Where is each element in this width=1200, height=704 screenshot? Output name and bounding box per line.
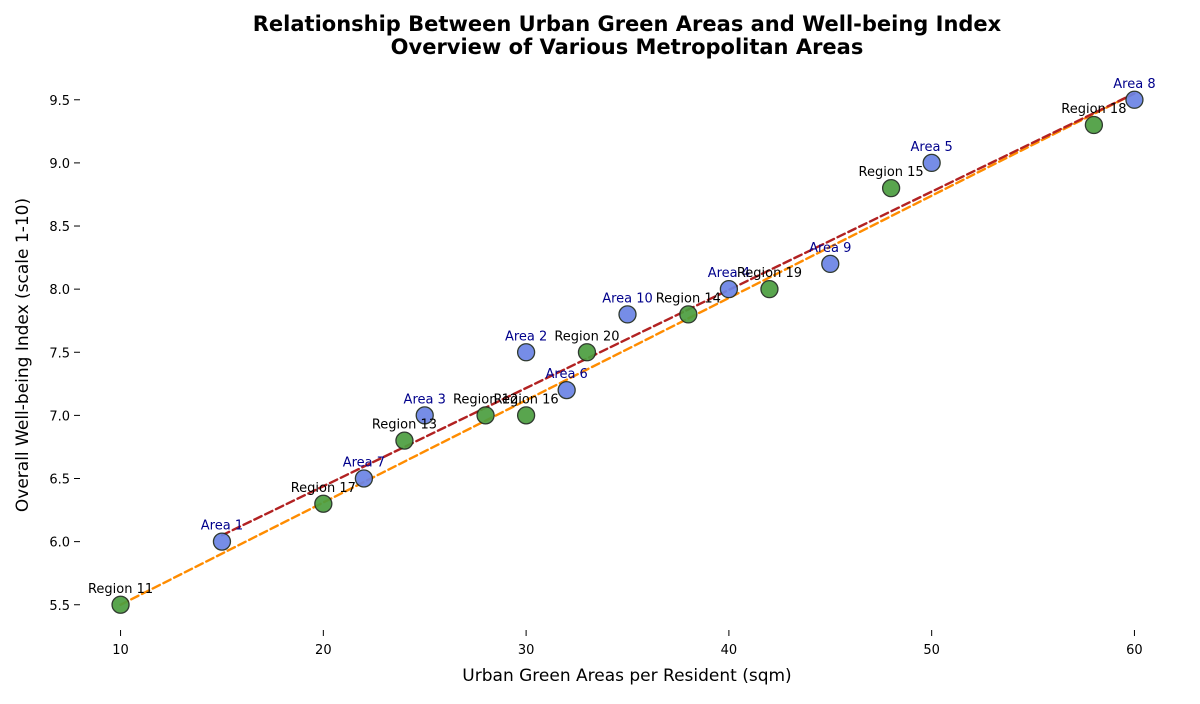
- data-point: [577, 343, 597, 362]
- x-axis: 10 20 30 40 50 60: [112, 630, 1143, 658]
- point-label: Area 5: [911, 140, 953, 155]
- y-tick-label: 6.5: [49, 473, 70, 488]
- y-tick-label: 8.5: [49, 220, 70, 235]
- point-label: Region 13: [372, 418, 437, 433]
- data-point: [679, 305, 698, 324]
- x-axis-label: Urban Green Areas per Resident (sqm): [462, 666, 791, 686]
- point-label: Area 2: [505, 329, 547, 344]
- point-label: Area 7: [343, 456, 385, 471]
- point-label: Area 10: [602, 291, 653, 306]
- data-point: [922, 153, 941, 173]
- y-tick-label: 9.0: [49, 157, 70, 172]
- x-tick-label: 10: [112, 643, 129, 658]
- data-point: [516, 343, 536, 362]
- point-label: Region 16: [494, 392, 559, 407]
- data-point: [1084, 115, 1104, 135]
- point-label: Region 18: [1061, 102, 1126, 117]
- x-tick-label: 20: [315, 643, 332, 658]
- data-point: [557, 380, 576, 400]
- point-label: Area 9: [809, 241, 851, 256]
- y-tick-label: 5.5: [49, 599, 70, 614]
- data-point: [760, 279, 779, 299]
- data-points: [111, 90, 1144, 614]
- point-label: Area 6: [546, 367, 588, 382]
- data-point: [476, 406, 495, 425]
- chart-title-line1: Relationship Between Urban Green Areas a…: [253, 12, 1002, 36]
- data-point: [516, 406, 536, 425]
- point-labels: Area 1 Area 2 Area 3 Area 4 Area 5 Area 6 Area…: [88, 77, 1156, 597]
- data-point: [314, 494, 333, 513]
- point-label: Area 3: [404, 392, 446, 407]
- x-tick-label: 60: [1126, 643, 1143, 658]
- data-point: [395, 431, 414, 450]
- y-tick-label: 7.0: [49, 409, 70, 424]
- point-label: Region 14: [656, 291, 721, 306]
- point-label: Area 8: [1113, 77, 1155, 92]
- y-axis: 5.5 6.0 6.5 7.0 7.5 8.0 8.5 9.0 9.5: [49, 94, 80, 614]
- data-point: [212, 532, 232, 551]
- data-point: [881, 178, 901, 198]
- trend-line: [119, 92, 1136, 606]
- y-axis-label: Overall Well-being Index (scale 1-10): [13, 198, 33, 512]
- y-tick-label: 9.5: [49, 94, 70, 109]
- y-tick-label: 8.0: [49, 283, 70, 298]
- point-label: Region 19: [737, 266, 802, 281]
- y-tick-label: 7.5: [49, 346, 70, 361]
- point-label: Region 17: [291, 481, 356, 496]
- point-label: Area 4: [708, 266, 750, 281]
- data-point: [821, 254, 840, 274]
- data-point: [354, 469, 374, 488]
- data-point: [415, 406, 434, 425]
- point-label: Region 15: [859, 165, 924, 180]
- x-tick-label: 40: [721, 643, 738, 658]
- data-point: [719, 279, 739, 299]
- trend-line: [220, 92, 1136, 537]
- point-label: Region 12: [453, 392, 518, 407]
- x-tick-label: 30: [518, 643, 535, 658]
- point-label: Area 1: [201, 519, 243, 534]
- point-label: Region 11: [88, 582, 153, 597]
- chart-title-line2: Overview of Various Metropolitan Areas: [391, 35, 864, 59]
- data-point: [618, 305, 637, 324]
- y-tick-label: 6.0: [49, 536, 70, 551]
- trend-lines: [119, 92, 1136, 606]
- data-point: [111, 595, 130, 614]
- x-tick-label: 50: [923, 643, 940, 658]
- point-label: Region 20: [554, 329, 619, 344]
- data-point: [1125, 90, 1144, 109]
